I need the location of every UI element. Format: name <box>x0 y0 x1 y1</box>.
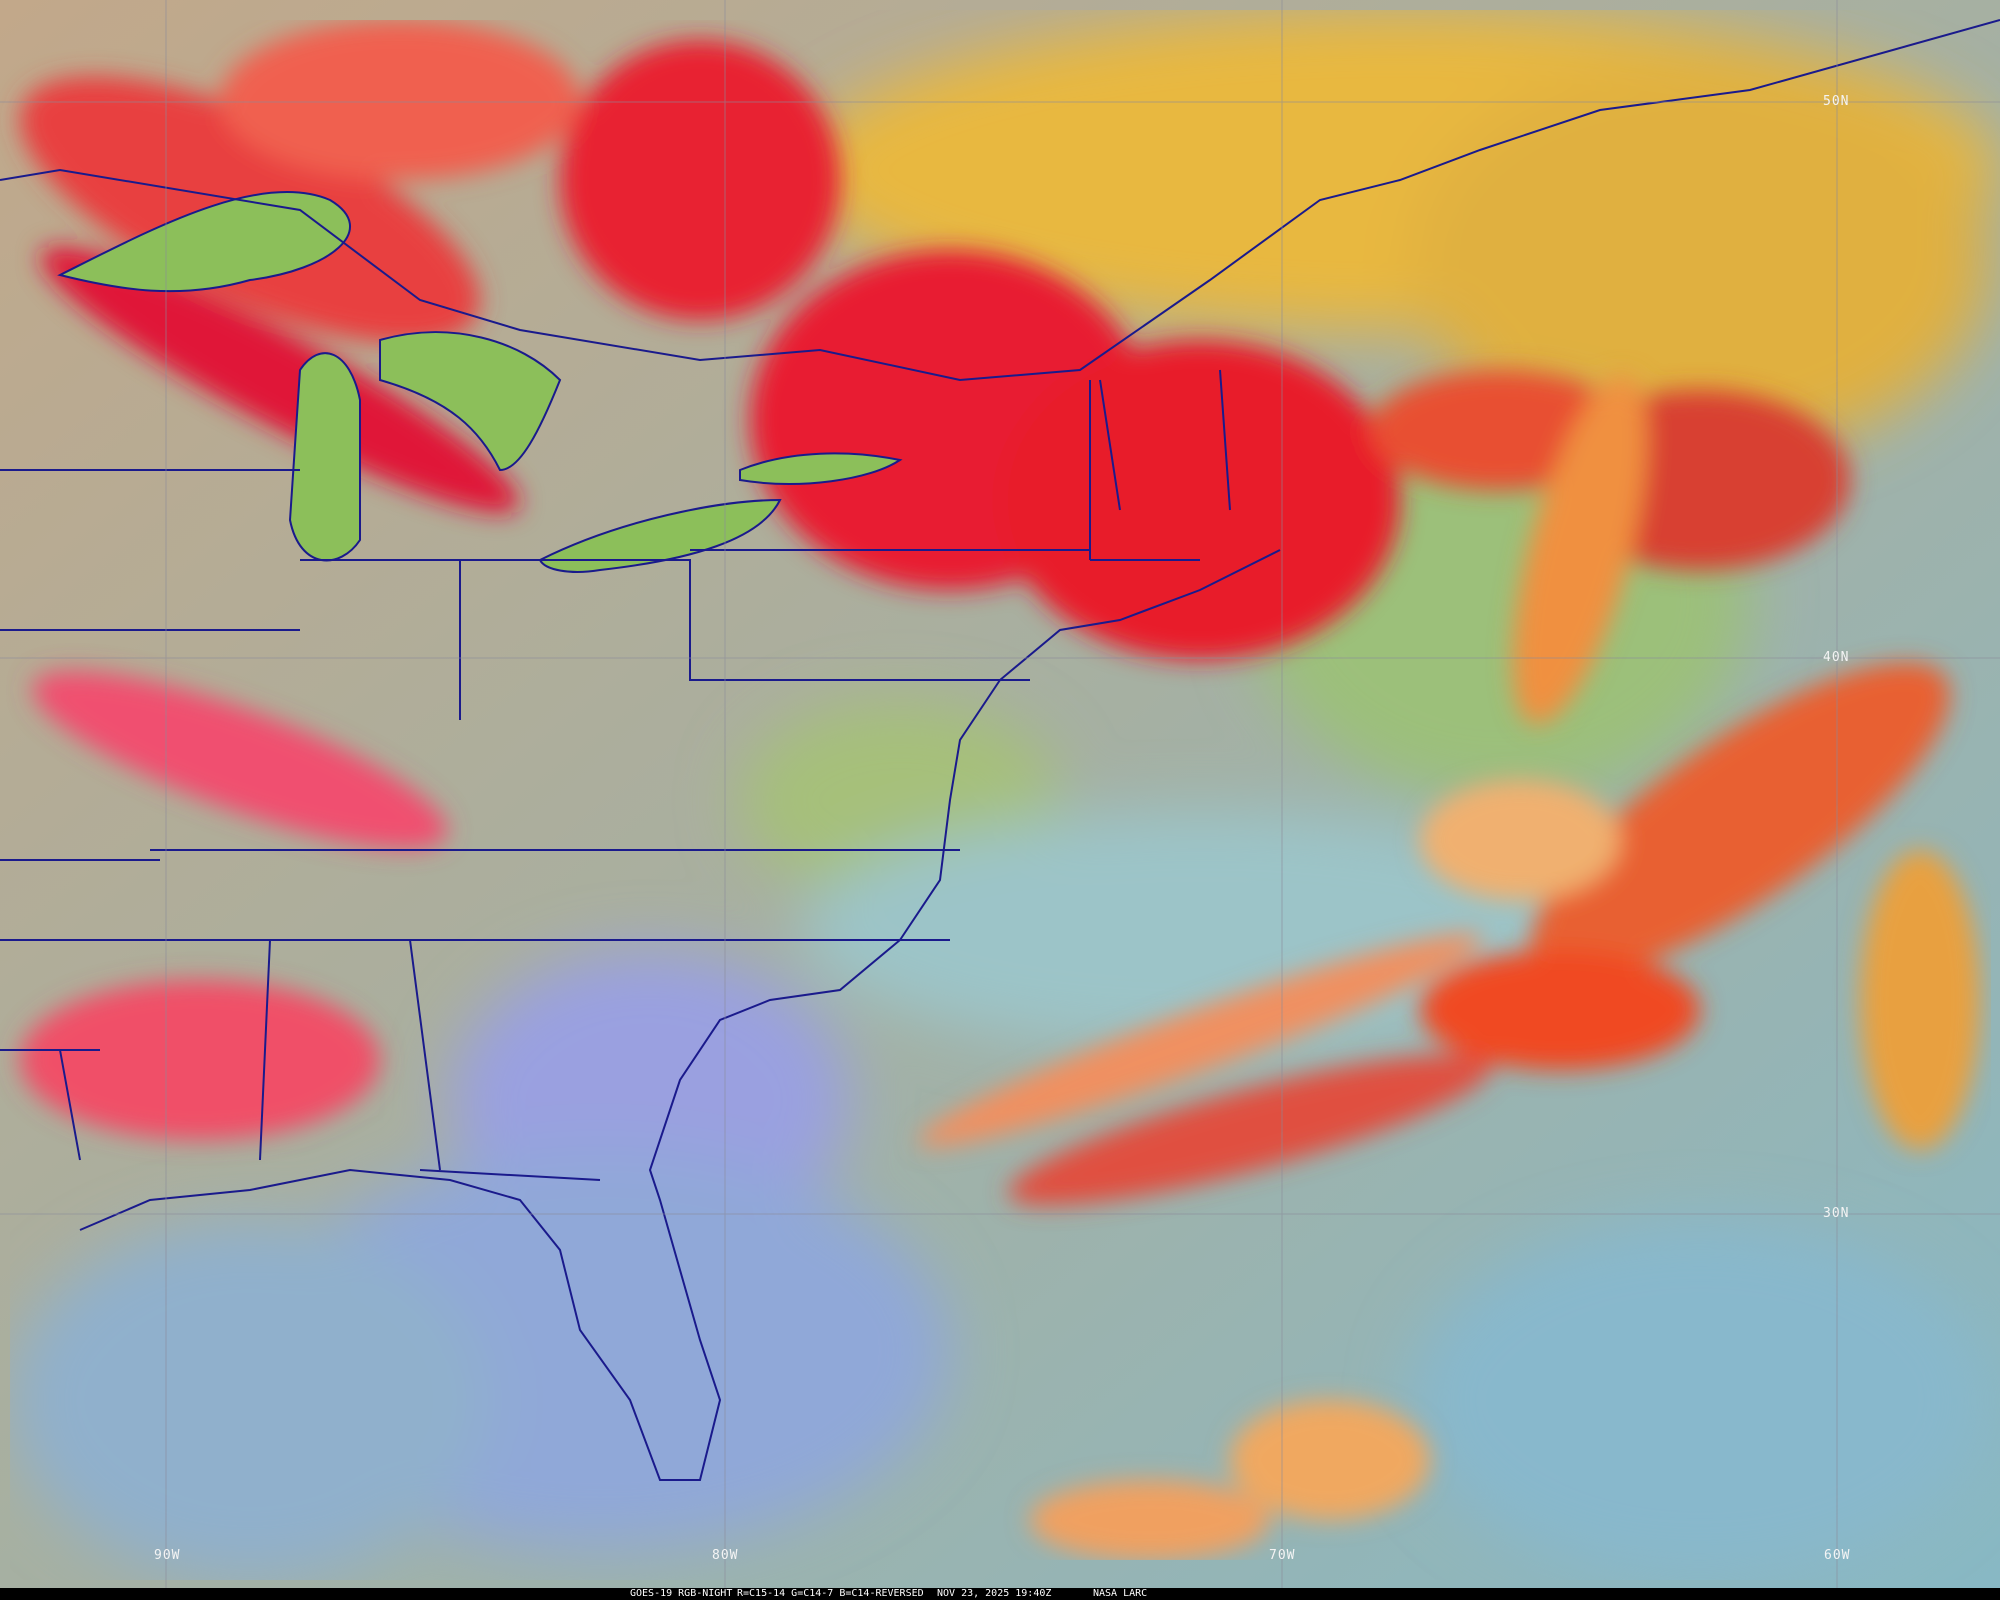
lat-label-50n: 50N <box>1823 94 1850 109</box>
lat-label-40n: 40N <box>1823 650 1850 665</box>
caption-bar: GOES-19 RGB-NIGHT R=C15-14 G=C14-7 B=C14… <box>0 1588 2000 1600</box>
lake-ontario <box>739 452 903 485</box>
product-name: GOES-19 RGB-NIGHT <box>630 1588 733 1599</box>
lon-label-60w: 60W <box>1824 1548 1851 1563</box>
timestamp: NOV 23, 2025 19:40Z <box>937 1588 1052 1599</box>
channel-recipe: R=C15-14 G=C14-7 B=C14-REVERSED <box>737 1588 924 1599</box>
lon-label-80w: 80W <box>712 1548 739 1563</box>
lake-huron <box>379 331 562 472</box>
lake-erie <box>538 498 782 573</box>
lat-label-30n: 30N <box>1823 1206 1850 1221</box>
state-lines <box>0 369 1231 1181</box>
lon-label-90w: 90W <box>154 1548 181 1563</box>
east-coast <box>79 549 1281 1481</box>
us-canada-border <box>0 19 2000 382</box>
lon-label-70w: 70W <box>1269 1548 1296 1563</box>
lake-michigan <box>288 352 361 562</box>
credit: NASA LARC <box>1093 1588 1148 1599</box>
lake-superior <box>57 191 351 293</box>
